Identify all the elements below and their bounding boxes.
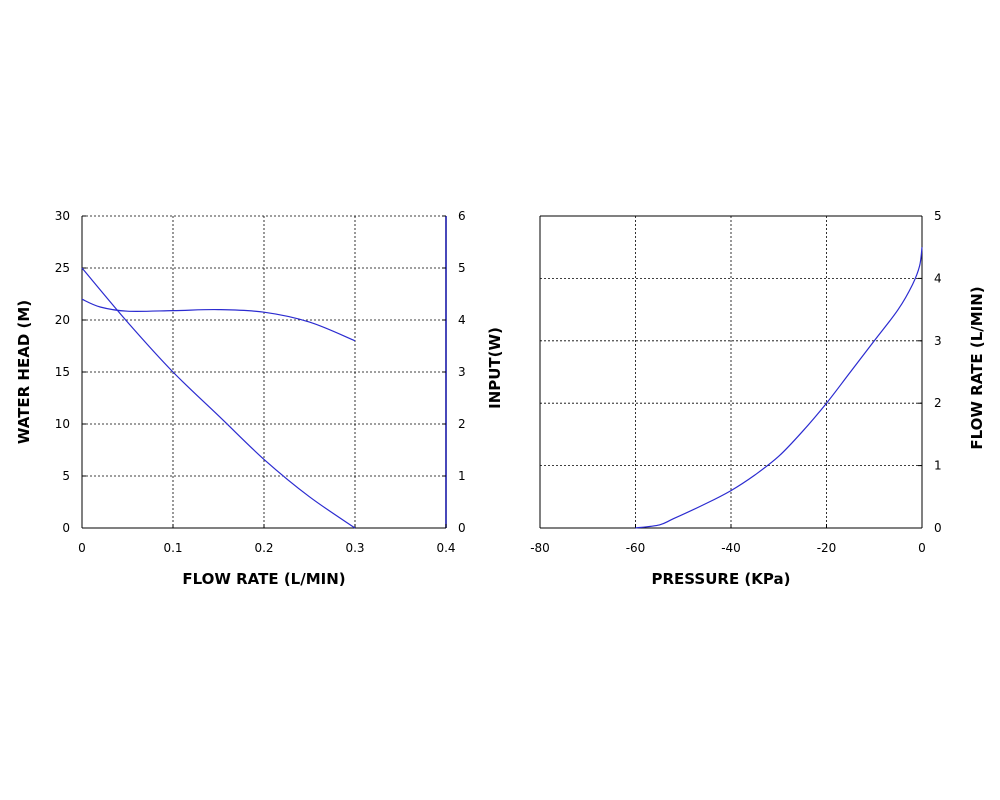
y2-axis-title: INPUT(W)	[486, 327, 504, 409]
x-tick-label: 0.3	[345, 541, 364, 555]
y2-tick-label: 2	[934, 396, 942, 410]
x-tick-label: 0	[78, 541, 86, 555]
y2-tick-label: 0	[458, 521, 466, 535]
x-axis-title: FLOW RATE (L/MIN)	[182, 570, 345, 588]
y-tick-label: 0	[62, 521, 70, 535]
x-tick-label: 0.4	[436, 541, 455, 555]
y2-tick-label: 1	[934, 459, 942, 473]
y-tick-label: 20	[55, 313, 70, 327]
chart-pressure-flow: -80 -60 -40 -20 00 1 2 3 4 5 PRESSURE (KPa) FLOW RA…	[530, 209, 986, 588]
y-tick-label: 5	[62, 469, 70, 483]
y-tick-label: 15	[55, 365, 70, 379]
x-tick-label: -20	[817, 541, 837, 555]
y2-tick-label: 1	[458, 469, 466, 483]
y-axis-title: WATER HEAD (M)	[15, 300, 33, 444]
series-line-water-head	[81, 267, 356, 529]
y2-tick-label: 3	[934, 334, 942, 348]
x-tick-label: -40	[721, 541, 741, 555]
x-tick-label: 0.2	[254, 541, 273, 555]
x-tick-label: -80	[530, 541, 550, 555]
x-tick-label: 0.1	[163, 541, 182, 555]
y-tick-label: 25	[55, 261, 70, 275]
series-line-flow-rate	[635, 247, 923, 529]
y2-tick-label: 3	[458, 365, 466, 379]
y2-tick-label: 6	[458, 209, 466, 223]
y2-tick-label: 2	[458, 417, 466, 431]
y2-tick-label: 4	[934, 271, 942, 285]
x-tick-label: 0	[918, 541, 926, 555]
series-line-input-power	[81, 298, 356, 342]
y2-tick-label: 4	[458, 313, 466, 327]
y2-tick-label: 5	[458, 261, 466, 275]
x-axis-title: PRESSURE (KPa)	[652, 570, 791, 588]
x-tick-label: -60	[626, 541, 646, 555]
y2-tick-label: 0	[934, 521, 942, 535]
y-tick-label: 30	[55, 209, 70, 223]
y2-axis-title: FLOW RATE (L/MIN)	[968, 286, 986, 449]
y-tick-label: 10	[55, 417, 70, 431]
y2-tick-label: 5	[934, 209, 942, 223]
